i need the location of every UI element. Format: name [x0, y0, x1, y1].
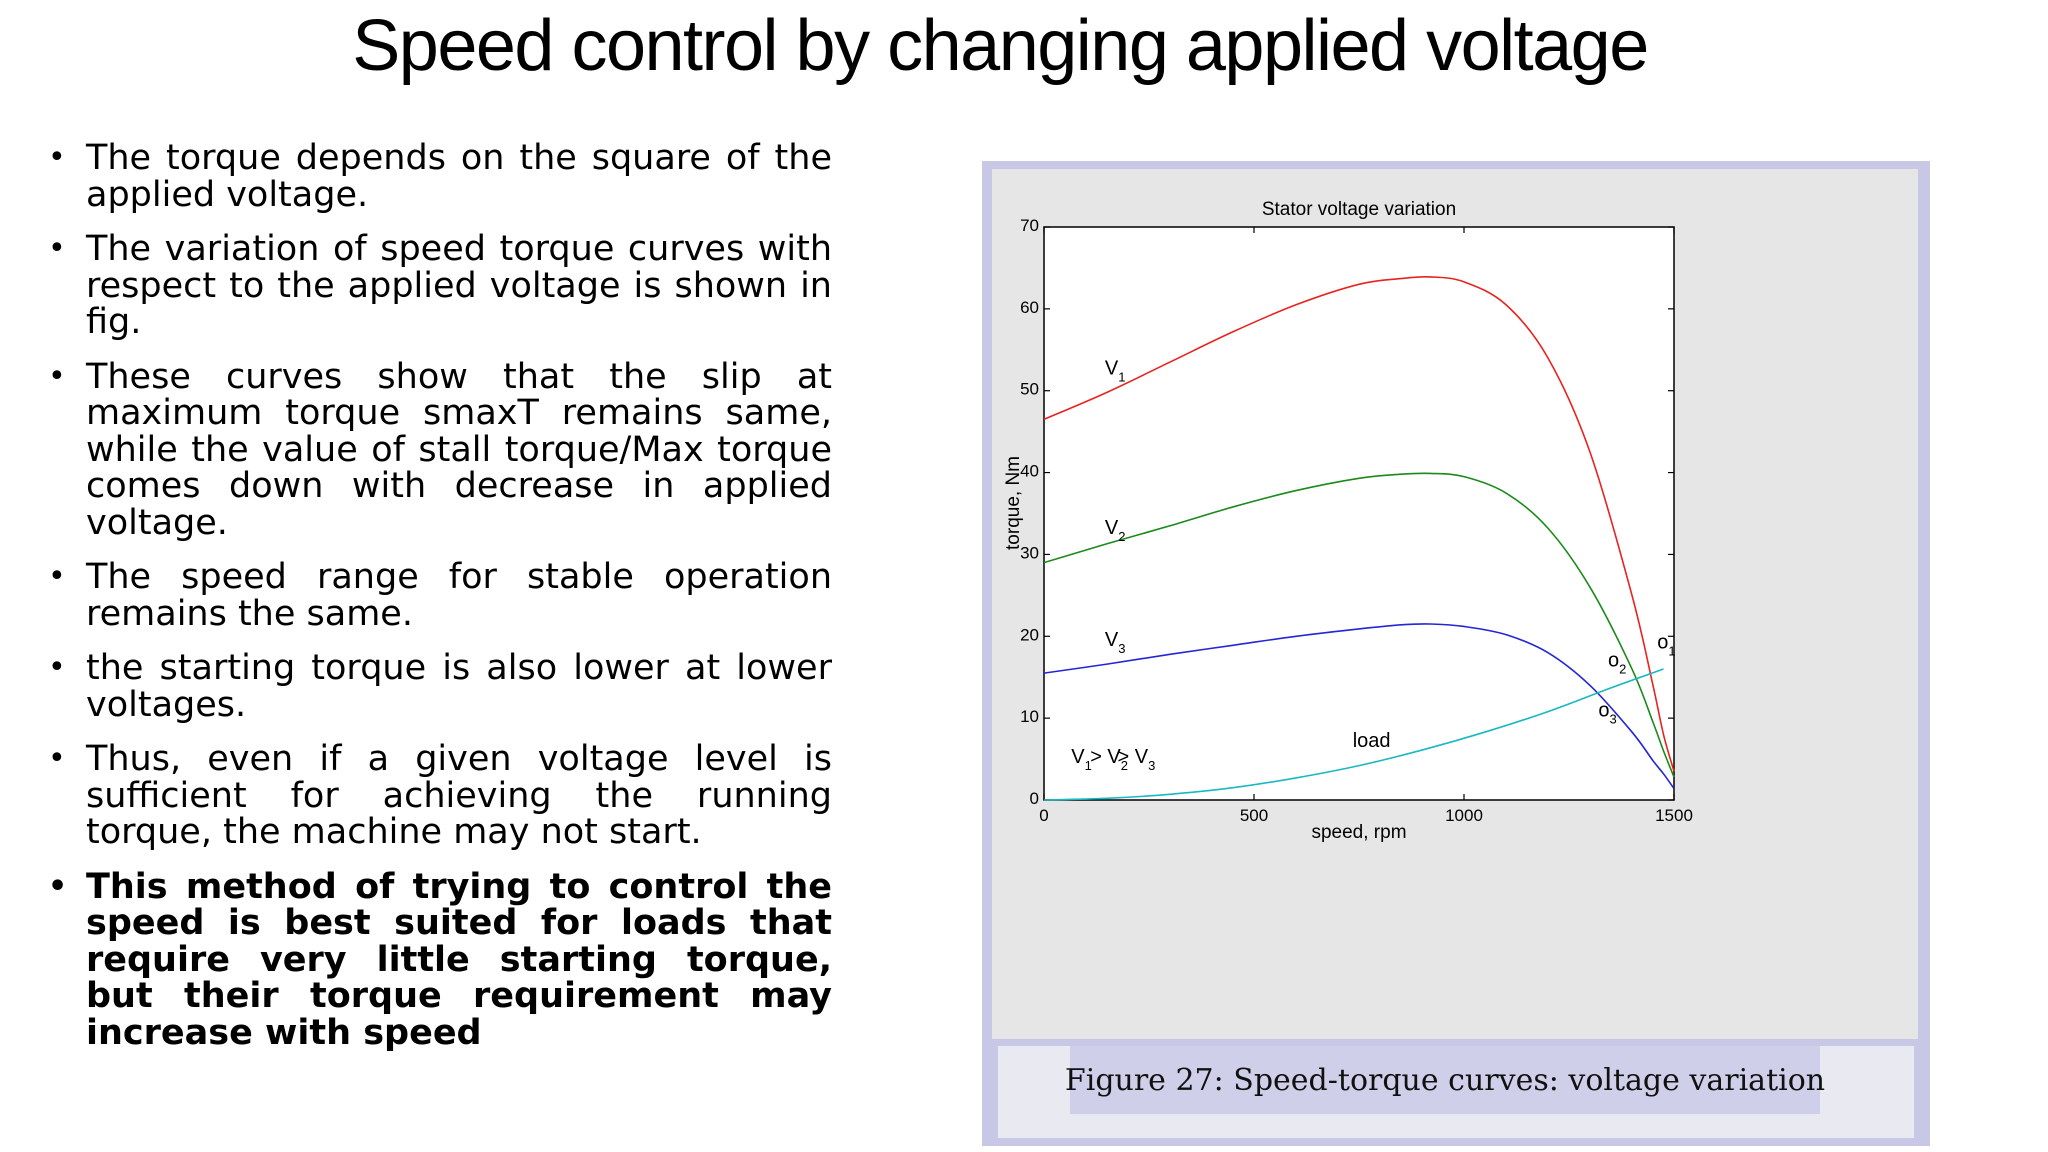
speed-torque-chart: 0 500 1000 1500 0 10 20 30 40 50 60 70 V1 V2 V3 load o1… [1003, 199, 1693, 843]
curve-annotation: o1 [1657, 632, 1675, 659]
figure-frame: 0 500 1000 1500 0 10 20 30 40 50 60 70 V1 V2 V3 load o1… [982, 161, 1930, 1146]
bullet-list: • The torque depends on the square of the… [48, 140, 832, 1069]
axis-ticks: 0 500 1000 1500 0 10 20 30 40 50 60 70 [1020, 216, 1693, 825]
bullet-text: The variation of speed torque curves wit… [86, 229, 832, 342]
bullet-text: Thus, even if a given voltage level is s… [86, 739, 832, 852]
chart-title: Stator voltage variation [1262, 199, 1456, 220]
bullet-dot-icon: • [48, 140, 66, 175]
bullet-item: • The variation of speed torque curves wi… [48, 231, 832, 341]
y-tick-label: 0 [1030, 789, 1039, 808]
y-tick-label: 30 [1020, 543, 1039, 562]
caption-area: Figure 27: Speed-torque curves: voltage … [998, 1046, 1914, 1138]
y-tick-label: 70 [1020, 216, 1039, 235]
curve-annotation: > V3 [1118, 746, 1156, 773]
y-tick-label: 50 [1020, 380, 1039, 399]
series-line-v3 [1043, 623, 1675, 790]
curve-group [1043, 275, 1675, 801]
y-axis-label: torque, Nm [1003, 456, 1024, 550]
curve-annotation: load [1353, 730, 1391, 752]
y-tick-label: 10 [1020, 707, 1039, 726]
slide-title: Speed control by changing applied voltag… [352, 6, 1649, 86]
curve-annotation: o2 [1608, 650, 1626, 677]
bullet-item: • The torque depends on the square of the… [48, 140, 832, 213]
x-axis-label: speed, rpm [1311, 822, 1406, 843]
bullet-dot-icon: • [48, 559, 66, 594]
y-tick-label: 20 [1020, 625, 1039, 644]
x-tick-label: 0 [1039, 806, 1048, 825]
plot-panel: 0 500 1000 1500 0 10 20 30 40 50 60 70 V1 V2 V3 load o1… [992, 169, 1918, 1039]
caption-box: Figure 27: Speed-torque curves: voltage … [1065, 1046, 1825, 1114]
curve-annotation: > V2 [1090, 746, 1128, 773]
bullet-dot-icon: • [48, 231, 66, 266]
x-tick-label: 1500 [1655, 806, 1693, 825]
bullet-item: • the starting torque is also lower at lo… [48, 650, 832, 723]
bullet-text: The torque depends on the square of the … [86, 138, 832, 215]
bullet-text: the starting torque is also lower at low… [86, 648, 832, 725]
curve-annotation: V1 [1105, 357, 1126, 384]
bullet-text: This method of trying to control the spe… [86, 866, 832, 1053]
y-tick-label: 40 [1020, 462, 1039, 481]
bullet-item: • The speed range for stable operation re… [48, 559, 832, 632]
series-line-v2 [1043, 472, 1675, 778]
curve-annotation: o3 [1598, 700, 1616, 727]
bullet-item: • These curves show that the slip at maxi… [48, 356, 832, 543]
bullet-dot-icon: • [48, 650, 66, 685]
y-tick-label: 60 [1020, 298, 1039, 317]
bullet-dot-icon: • [48, 741, 66, 776]
plot-area [1043, 226, 1675, 801]
x-tick-label: 1000 [1445, 806, 1483, 825]
bullet-item: • This method of trying to control the sp… [48, 866, 832, 1053]
curve-annotation: V1 [1071, 746, 1092, 773]
bullet-text: These curves show that the slip at maxim… [86, 356, 832, 543]
bullet-text: The speed range for stable operation rem… [86, 557, 832, 634]
bullet-item: • Thus, even if a given voltage level is … [48, 741, 832, 851]
bullet-dot-icon: • [48, 868, 68, 904]
series-line-v1 [1043, 275, 1675, 772]
figure-caption: Figure 27: Speed-torque curves: voltage … [1064, 1062, 1826, 1098]
curve-annotation: V3 [1105, 629, 1126, 656]
bullet-dot-icon: • [48, 358, 66, 394]
x-tick-label: 500 [1240, 806, 1268, 825]
series-line-load [1043, 668, 1664, 801]
curve-annotation: V2 [1105, 517, 1126, 544]
